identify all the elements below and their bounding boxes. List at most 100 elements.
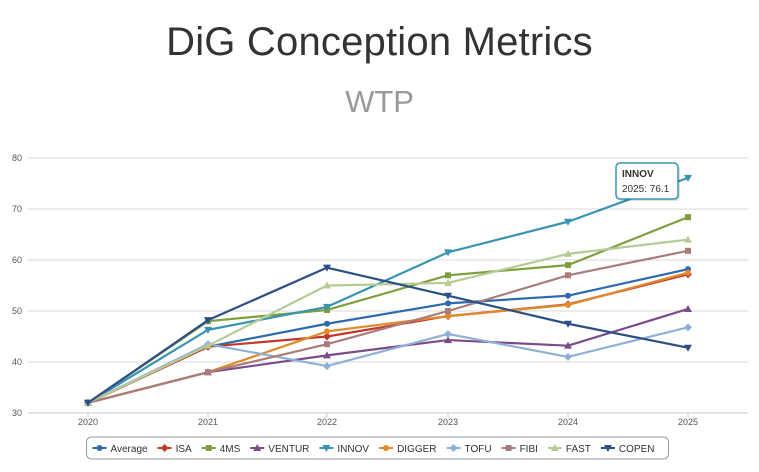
series-line-innov[interactable] [87, 176, 689, 404]
tooltip-box [615, 162, 679, 200]
series-line-4ms[interactable] [87, 216, 689, 404]
legend-label: DIGGER [397, 444, 436, 455]
data-point-innov[interactable] [444, 249, 452, 257]
data-point-fast[interactable] [323, 281, 331, 289]
y-tick-label: 40 [12, 357, 22, 367]
data-point-copen[interactable] [684, 344, 692, 352]
data-point-fibi[interactable] [445, 308, 451, 314]
data-point-innov[interactable] [204, 326, 212, 334]
data-point-isa[interactable] [323, 332, 331, 341]
chart-title: DiG Conception Metrics [166, 20, 593, 64]
legend-label: FAST [566, 444, 591, 455]
data-point-copen[interactable] [444, 292, 452, 300]
legend-item-fast[interactable]: FAST [547, 444, 591, 455]
data-point-innov[interactable] [323, 303, 331, 311]
legend-item-copen[interactable]: COPEN [600, 444, 655, 455]
legend-marker-isa[interactable] [160, 444, 169, 452]
data-point-copen[interactable] [84, 399, 92, 407]
chart-subtitle: WTP [345, 84, 414, 119]
data-point-fast[interactable] [684, 235, 692, 243]
data-point-copen[interactable] [204, 317, 212, 325]
legend-item-digger[interactable]: DIGGER [379, 444, 437, 455]
data-point-digger[interactable] [324, 328, 330, 335]
data-point-fast[interactable] [564, 249, 572, 257]
data-point-digger[interactable] [445, 313, 451, 320]
data-point-4ms[interactable] [565, 262, 571, 269]
data-point-fibi[interactable] [685, 247, 691, 254]
data-point-fast[interactable] [204, 341, 212, 349]
data-point-innov[interactable] [684, 174, 692, 182]
data-point-fibi[interactable] [205, 369, 211, 376]
tooltip: INNOV 2025: 76.1 [615, 162, 680, 201]
series-lines[interactable] [84, 174, 692, 407]
series-fibi[interactable] [85, 247, 691, 406]
series-line-fast[interactable] [87, 238, 689, 404]
legend-box [86, 436, 669, 460]
y-tick-label: 80 [12, 153, 22, 163]
series-line-tofu[interactable] [87, 326, 689, 404]
legend-marker-tofu[interactable] [449, 444, 458, 452]
data-point-innov[interactable] [564, 218, 572, 226]
data-point-tofu[interactable] [564, 352, 572, 361]
y-tick-label: 30 [12, 408, 22, 418]
data-point-copen[interactable] [564, 320, 572, 328]
data-point-digger[interactable] [685, 269, 691, 276]
series-line-fibi[interactable] [87, 249, 689, 404]
legend-marker-copen[interactable] [603, 445, 612, 452]
y-tick-label: 60 [12, 255, 22, 265]
legend[interactable]: Average ISA 4MS VENTUR INNOV DIGGER TOFU FIBI FA… [86, 436, 669, 460]
legend-item-isa[interactable]: ISA [157, 444, 192, 455]
legend-label: INNOV [337, 444, 369, 455]
tooltip-value: 2025: 76.1 [622, 184, 670, 195]
data-point-ventur[interactable] [444, 336, 452, 344]
data-point-fibi[interactable] [565, 272, 571, 279]
x-tick-label: 2024 [558, 417, 578, 427]
series-digger[interactable] [85, 269, 691, 406]
series-fast[interactable] [84, 235, 692, 406]
y-tick-label: 70 [12, 204, 22, 214]
legend-marker-4ms[interactable] [205, 445, 212, 451]
data-point-copen[interactable] [323, 264, 331, 272]
legend-label: Average [111, 444, 149, 455]
data-point-ventur[interactable] [323, 351, 331, 359]
legend-item-average[interactable]: Average [92, 444, 149, 455]
data-point-average[interactable] [445, 300, 451, 307]
data-point-tofu[interactable] [684, 323, 692, 332]
data-point-4ms[interactable] [445, 272, 451, 279]
legend-marker-ventur[interactable] [253, 444, 262, 451]
legend-item-fibi[interactable]: FIBI [501, 444, 538, 455]
data-point-ventur[interactable] [564, 341, 572, 349]
series-innov[interactable] [84, 174, 692, 407]
series-line-copen[interactable] [87, 266, 689, 404]
legend-item-innov[interactable]: INNOV [319, 444, 369, 455]
series-4ms[interactable] [85, 214, 691, 406]
tooltip-title: INNOV [622, 169, 654, 180]
legend-item-ventur[interactable]: VENTUR [250, 444, 309, 455]
y-tick-label: 50 [12, 306, 22, 316]
legend-marker-fast[interactable] [550, 444, 559, 451]
data-point-fibi[interactable] [324, 341, 330, 348]
data-point-tofu[interactable] [323, 362, 331, 371]
data-point-4ms[interactable] [685, 214, 691, 221]
data-point-average[interactable] [324, 320, 330, 327]
data-point-average[interactable] [565, 292, 571, 299]
legend-marker-digger[interactable] [383, 445, 390, 451]
series-ventur[interactable] [84, 304, 692, 406]
data-point-fast[interactable] [444, 278, 452, 286]
legend-marker-average[interactable] [96, 445, 103, 451]
legend-label: TOFU [465, 444, 492, 455]
series-copen[interactable] [84, 264, 692, 407]
legend-item-tofu[interactable]: TOFU [446, 444, 492, 455]
series-isa[interactable] [84, 270, 692, 407]
legend-item-4ms[interactable]: 4MS [201, 444, 241, 455]
legend-label: FIBI [520, 444, 538, 455]
x-tick-label: 2020 [78, 417, 98, 427]
data-point-tofu[interactable] [444, 329, 452, 338]
legend-marker-fibi[interactable] [505, 445, 512, 451]
legend-label: VENTUR [268, 444, 309, 455]
data-point-ventur[interactable] [684, 304, 692, 312]
legend-marker-innov[interactable] [322, 445, 331, 452]
data-point-digger[interactable] [565, 301, 571, 308]
x-axis-ticks: 2020 2021 2022 2023 2024 2025 [78, 417, 698, 427]
